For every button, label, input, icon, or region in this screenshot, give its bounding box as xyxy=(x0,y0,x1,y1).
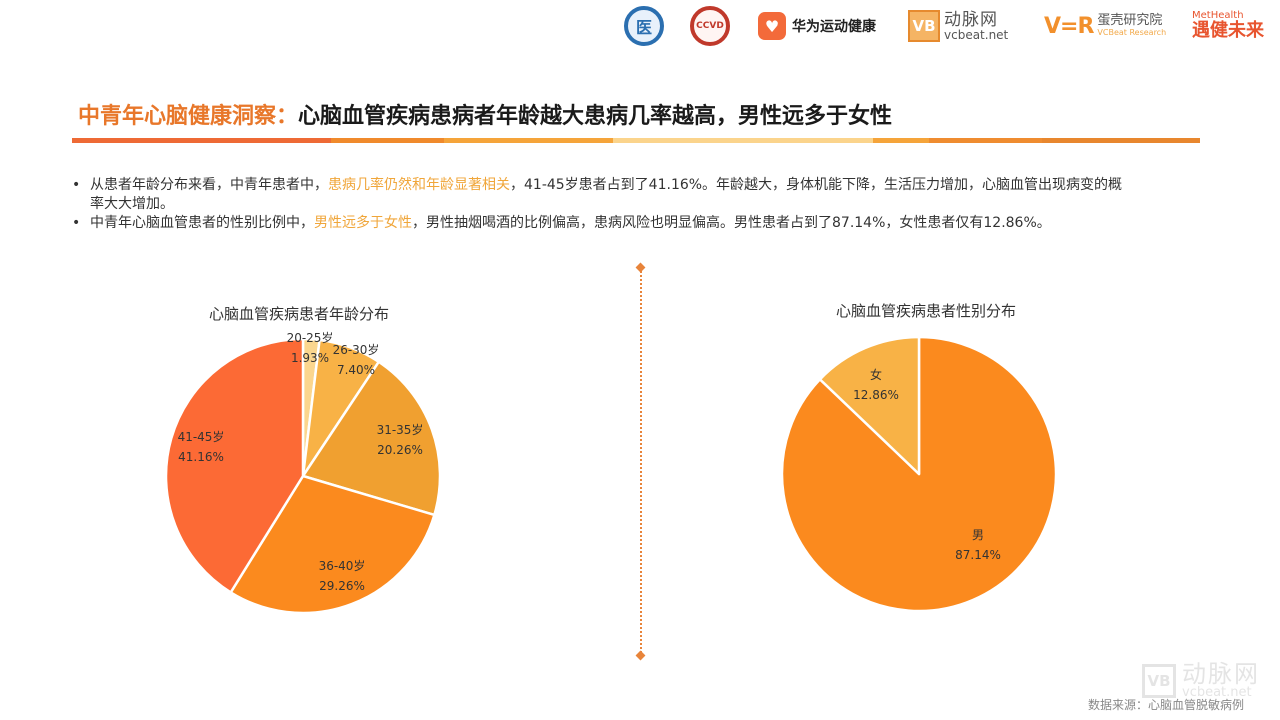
pie-slice xyxy=(818,335,921,476)
pie-slice xyxy=(229,474,436,615)
title-bar-segment xyxy=(929,138,1043,143)
age-pie-chart xyxy=(164,337,442,615)
pie-label-20-25: 20-25岁 1.93% xyxy=(286,331,334,365)
title-bar-segment xyxy=(72,138,332,143)
page-title: 中青年心脑健康洞察：心脑血管疾病患病者年龄越大患病几率越高，男性远多于女性 xyxy=(78,98,892,130)
dotted-divider xyxy=(640,268,642,656)
pie-label-26-30: 26-30岁 7.40% xyxy=(332,343,380,377)
gender-chart-title: 心脑血管疾病患者性别分布 xyxy=(836,302,1017,320)
vcbeat-watermark: VB 动脉网 vcbeat.net xyxy=(1142,662,1260,699)
diamond-icon xyxy=(635,650,646,661)
highlight-text: 患病几率仍然和年龄显著相关 xyxy=(328,177,510,193)
red-seal-logo: CCVD xyxy=(690,4,730,48)
pie-label-41-45: 41-45岁 41.16% xyxy=(177,430,225,464)
title-bar-segment xyxy=(331,138,445,143)
title-bar-segment xyxy=(444,138,614,143)
heart-icon: ♥ xyxy=(758,12,786,40)
pie-label-36-40: 36-40岁 29.26% xyxy=(318,559,366,593)
bullet-gender: 中青年心脑血管患者的性别比例中，男性远多于女性，男性抽烟喝酒的比例偏高，患病风险… xyxy=(72,214,1132,233)
vcbeat-logo: VB 动脉网 vcbeat.net xyxy=(908,4,1008,48)
vcbeat-research-logo: V=R 蛋壳研究院 VCBeat Research xyxy=(1044,13,1167,39)
age-chart-title: 心脑血管疾病患者年龄分布 xyxy=(209,305,390,323)
methealth-logo: MetHealth 遇健未来 xyxy=(1192,10,1264,41)
blue-seal-logo: 医 xyxy=(624,4,664,48)
partner-logos: 医 CCVD ♥ 华为运动健康 VB 动脉网 vcbeat.net V=R 蛋壳… xyxy=(620,4,1280,48)
title-bar-segment xyxy=(1042,138,1200,143)
highlight-text: 男性远多于女性 xyxy=(314,215,412,231)
title-accent: 中青年心脑健康洞察： xyxy=(78,104,299,129)
title-bar-segment xyxy=(872,138,930,143)
title-main: 心脑血管疾病患病者年龄越大患病几率越高，男性远多于女性 xyxy=(298,104,893,129)
pie-label-31-35: 31-35岁 20.26% xyxy=(376,423,424,457)
pie-slice xyxy=(301,360,442,517)
pie-label-female: 女 12.86% xyxy=(853,368,899,402)
insight-bullets: 从患者年龄分布来看，中青年患者中，患病几率仍然和年龄显著相关，41-45岁患者占… xyxy=(72,176,1132,233)
huawei-health-logo: ♥ 华为运动健康 xyxy=(758,4,876,48)
pie-label-male: 男 87.14% xyxy=(955,528,1001,562)
bullet-age: 从患者年龄分布来看，中青年患者中，患病几率仍然和年龄显著相关，41-45岁患者占… xyxy=(72,176,1132,214)
data-source-note: 数据来源：心脑血管脱敏病例 xyxy=(1087,698,1244,712)
title-bar-segment xyxy=(613,138,873,143)
gender-pie-chart xyxy=(780,335,1058,613)
diamond-icon xyxy=(635,262,646,273)
pie-slice xyxy=(164,337,305,594)
title-underline-bar xyxy=(72,138,1200,143)
